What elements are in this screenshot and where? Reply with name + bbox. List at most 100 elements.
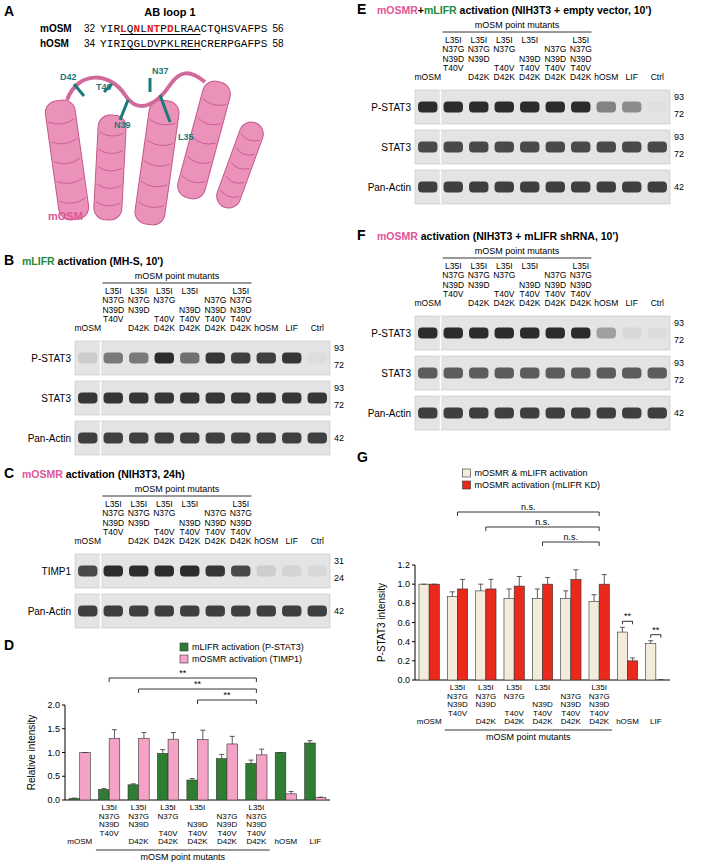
helix-stripe [99, 149, 123, 154]
band [231, 393, 250, 404]
bar [227, 744, 238, 800]
significance-label: n.s. [564, 532, 579, 542]
band [648, 142, 667, 153]
helix-stripe [147, 140, 173, 147]
legend-swatch [463, 469, 471, 477]
error-bar [563, 591, 568, 599]
band [206, 566, 225, 577]
structure: L35N37N39T40D42mOSM [44, 66, 267, 226]
blot-background [75, 594, 330, 628]
row-label: TIMP1 [42, 566, 72, 577]
residue: L [140, 23, 147, 35]
lane-label-line: N39D [128, 518, 150, 528]
bar [69, 799, 80, 800]
lane-label: mOSM [417, 717, 442, 726]
band [469, 408, 488, 419]
lane-label: L35IN37GT40VD42K [153, 286, 175, 333]
lane-separator [100, 594, 102, 628]
protein-label: mOSM [48, 210, 83, 222]
lane-label-line: D42K [246, 837, 267, 846]
helix-stripe [224, 176, 244, 186]
mw-marker: 72 [334, 400, 344, 410]
plot-area [69, 730, 326, 800]
row-label: STAT3 [41, 393, 71, 404]
lane-label-line: LIF [650, 717, 662, 726]
band [78, 393, 97, 404]
band [597, 328, 616, 339]
helix-stripe [235, 147, 255, 157]
lane-label-line: D42K [179, 323, 201, 333]
band [129, 353, 148, 364]
title-part: activation (NIH3T3, 24h) [63, 468, 185, 480]
band [444, 368, 463, 379]
lane-label-line: D42K [179, 536, 201, 546]
bar [571, 579, 581, 680]
error-bar [517, 577, 522, 587]
error-bar [230, 736, 235, 744]
y-tick-label: 0.0 [47, 795, 60, 805]
helix-stripe [186, 156, 210, 166]
lane-label-line: D42K [570, 72, 592, 82]
band [571, 182, 590, 193]
legend-swatch [180, 655, 188, 663]
band [495, 182, 514, 193]
error-bar [249, 760, 254, 763]
band [206, 353, 225, 364]
title-part: mOSMR [22, 468, 63, 480]
bar [589, 601, 599, 680]
lane-label: L35IN37GN39DT40VD42K [230, 286, 252, 333]
plot-area [419, 570, 663, 680]
lane-label-line: D42K [494, 298, 516, 308]
figure: AAB loop 1mOSM32YIRLQNLNTPDLRAACTQHSVAFP… [0, 0, 713, 868]
mw-marker: 42 [334, 433, 344, 443]
lane-label-line: D42K [205, 536, 227, 546]
band [308, 606, 327, 617]
band [444, 102, 463, 113]
lane-label-line: hOSM [616, 717, 639, 726]
band [308, 433, 327, 444]
lane-label: L35IN37GN39DT40VD42K [589, 683, 610, 726]
y-tick [62, 752, 65, 753]
group-label: mOSM point mutants [475, 246, 560, 256]
lane-label-line: N39D [468, 280, 490, 290]
band [444, 408, 463, 419]
bar [315, 798, 326, 800]
panel-letter: A [4, 3, 14, 19]
band [418, 408, 437, 419]
lane-label: LIF [626, 298, 638, 308]
bar [256, 755, 267, 800]
residue-label: T40 [96, 82, 112, 92]
y-tick [62, 705, 65, 706]
error-bar [507, 589, 512, 599]
residue: S [261, 23, 268, 35]
band [104, 566, 123, 577]
lane-label: L35IN37GN39DT40V [442, 35, 464, 73]
band [257, 433, 276, 444]
lane-label-line: mOSM [75, 536, 101, 546]
band [546, 408, 565, 419]
panel-letter: D [4, 637, 14, 653]
lane-label-line: LIF [286, 536, 298, 546]
lane-label-line: D42K [561, 717, 582, 726]
band [78, 606, 97, 617]
band [571, 328, 590, 339]
error-bar [648, 641, 653, 644]
bar [305, 743, 316, 800]
blot-background [415, 130, 670, 164]
helix-stripe [144, 161, 170, 168]
lane-label-line: D42K [158, 837, 179, 846]
band [104, 393, 123, 404]
band [418, 328, 437, 339]
band [622, 328, 641, 339]
lane-label: L35IN39DT40VD42K [179, 499, 201, 546]
band [180, 393, 199, 404]
blot-background [75, 341, 330, 375]
band [648, 368, 667, 379]
lane-label-line: D42K [230, 536, 252, 546]
error-bar [630, 658, 635, 661]
y-tick [412, 680, 415, 681]
helix-stripe [54, 158, 80, 165]
significance-label: ** [223, 690, 231, 700]
legend-swatch [463, 481, 471, 489]
band [206, 433, 225, 444]
